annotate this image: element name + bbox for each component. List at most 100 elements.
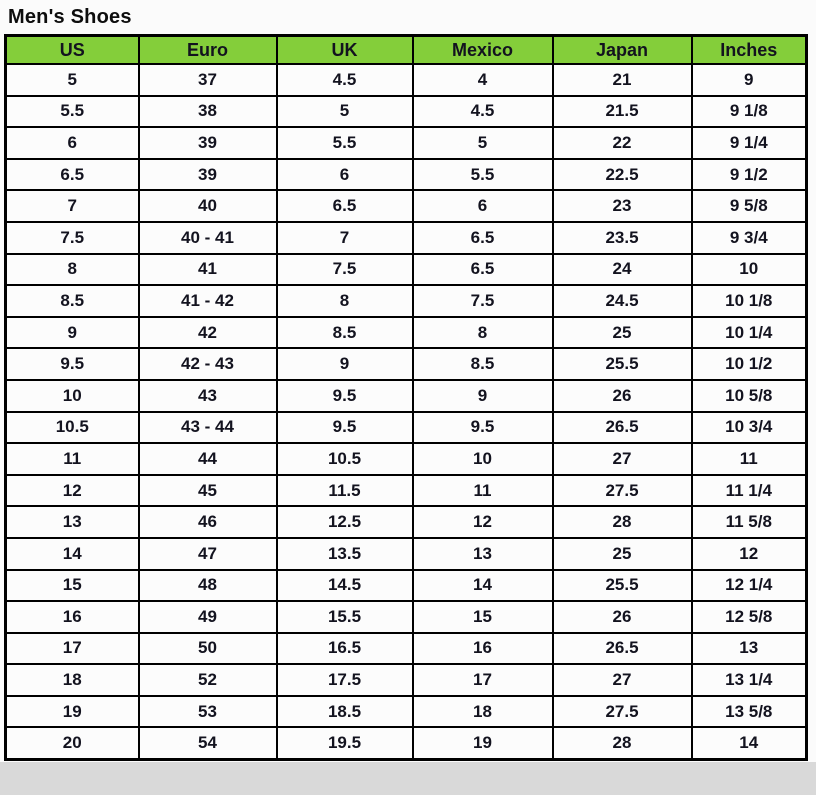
- table-cell: 9 1/4: [690, 126, 808, 160]
- table-cell: 12: [411, 505, 554, 539]
- column-header-inches: Inches: [690, 34, 808, 65]
- table-cell: 8.5: [4, 284, 140, 318]
- table-cell: 6: [275, 157, 414, 192]
- table-row: 11 44 10.5 10 27 11: [4, 442, 808, 476]
- table-cell: 6.5: [4, 157, 140, 192]
- table-cell: 42 - 43: [137, 347, 278, 381]
- table-row: 19 53 18.5 18 27.5 13 5/8: [4, 694, 808, 729]
- table-cell: 11: [411, 473, 554, 508]
- table-cell: 27: [551, 442, 693, 476]
- table-cell: 13: [411, 536, 554, 571]
- table-cell: 18: [4, 663, 140, 697]
- table-cell: 12: [690, 536, 808, 571]
- table-cell: 10 3/4: [690, 410, 808, 445]
- table-cell: 9.5: [275, 410, 414, 445]
- table-cell: 11 5/8: [690, 505, 808, 539]
- table-cell: 10.5: [4, 410, 140, 445]
- table-cell: 4.5: [411, 94, 554, 129]
- table-cell: 41 - 42: [137, 284, 278, 318]
- column-header-japan: Japan: [551, 34, 693, 65]
- table-cell: 9.5: [4, 347, 140, 381]
- table-cell: 26.5: [551, 410, 693, 445]
- table-cell: 45: [137, 473, 278, 508]
- table-cell: 9 3/4: [690, 220, 808, 255]
- table-cell: 9: [4, 315, 140, 350]
- table-cell: 14: [411, 568, 554, 603]
- table-row: 18 52 17.5 17 27 13 1/4: [4, 663, 808, 697]
- table-cell: 48: [137, 568, 278, 603]
- table-cell: 12 5/8: [690, 600, 808, 634]
- table-cell: 22: [551, 126, 693, 160]
- table-cell: 11: [4, 442, 140, 476]
- table-cell: 10: [4, 378, 140, 413]
- table-cell: 9 5/8: [690, 189, 808, 223]
- table-cell: 9 1/2: [690, 157, 808, 192]
- table-cell: 27.5: [551, 694, 693, 729]
- column-header-us: US: [4, 34, 140, 65]
- table-cell: 8.5: [275, 315, 414, 350]
- table-row: 7 40 6.5 6 23 9 5/8: [4, 189, 808, 223]
- table-cell: 50: [137, 631, 278, 666]
- table-cell: 6: [4, 126, 140, 160]
- table-cell: 5.5: [275, 126, 414, 160]
- table-cell: 20: [4, 726, 140, 761]
- table-row: 16 49 15.5 15 26 12 5/8: [4, 600, 808, 634]
- table-cell: 11: [690, 442, 808, 476]
- table-cell: 23: [551, 189, 693, 223]
- table-cell: 14: [690, 726, 808, 761]
- table-cell: 13 1/4: [690, 663, 808, 697]
- table-row: 20 54 19.5 19 28 14: [4, 726, 808, 761]
- table-cell: 23.5: [551, 220, 693, 255]
- table-row: 15 48 14.5 14 25.5 12 1/4: [4, 568, 808, 603]
- table-cell: 15.5: [275, 600, 414, 634]
- table-row: 5.5 38 5 4.5 21.5 9 1/8: [4, 94, 808, 129]
- table-cell: 5: [275, 94, 414, 129]
- table-cell: 25: [551, 315, 693, 350]
- table-cell: 9: [411, 378, 554, 413]
- table-cell: 12.5: [275, 505, 414, 539]
- table-cell: 38: [137, 94, 278, 129]
- table-cell: 47: [137, 536, 278, 571]
- table-cell: 25.5: [551, 347, 693, 381]
- table-cell: 53: [137, 694, 278, 729]
- table-cell: 15: [4, 568, 140, 603]
- table-cell: 49: [137, 600, 278, 634]
- table-cell: 26: [551, 378, 693, 413]
- table-cell: 13: [4, 505, 140, 539]
- table-cell: 10 1/8: [690, 284, 808, 318]
- table-cell: 24: [551, 252, 693, 287]
- table-cell: 17: [411, 663, 554, 697]
- table-cell: 9: [275, 347, 414, 381]
- table-cell: 9: [690, 63, 808, 97]
- table-cell: 5.5: [4, 94, 140, 129]
- table-cell: 37: [137, 63, 278, 97]
- table-cell: 27.5: [551, 473, 693, 508]
- table-cell: 43: [137, 378, 278, 413]
- table-cell: 40 - 41: [137, 220, 278, 255]
- table-cell: 25: [551, 536, 693, 571]
- table-row: 9 42 8.5 8 25 10 1/4: [4, 315, 808, 350]
- column-header-euro: Euro: [137, 34, 278, 65]
- table-row: 5 37 4.5 4 21 9: [4, 63, 808, 97]
- table-cell: 19: [4, 694, 140, 729]
- table-row: 13 46 12.5 12 28 11 5/8: [4, 505, 808, 539]
- table-row: 6 39 5.5 5 22 9 1/4: [4, 126, 808, 160]
- table-cell: 41: [137, 252, 278, 287]
- table-cell: 5.5: [411, 157, 554, 192]
- table-cell: 13: [690, 631, 808, 666]
- table-cell: 10 1/2: [690, 347, 808, 381]
- column-header-uk: UK: [275, 34, 414, 65]
- table-cell: 9.5: [411, 410, 554, 445]
- table-cell: 21: [551, 63, 693, 97]
- table-cell: 6.5: [411, 252, 554, 287]
- table-cell: 25.5: [551, 568, 693, 603]
- table-cell: 15: [411, 600, 554, 634]
- table-cell: 7: [4, 189, 140, 223]
- table-row: 10 43 9.5 9 26 10 5/8: [4, 378, 808, 413]
- table-row: 17 50 16.5 16 26.5 13: [4, 631, 808, 666]
- table-cell: 28: [551, 505, 693, 539]
- table-cell: 9.5: [275, 378, 414, 413]
- table-cell: 46: [137, 505, 278, 539]
